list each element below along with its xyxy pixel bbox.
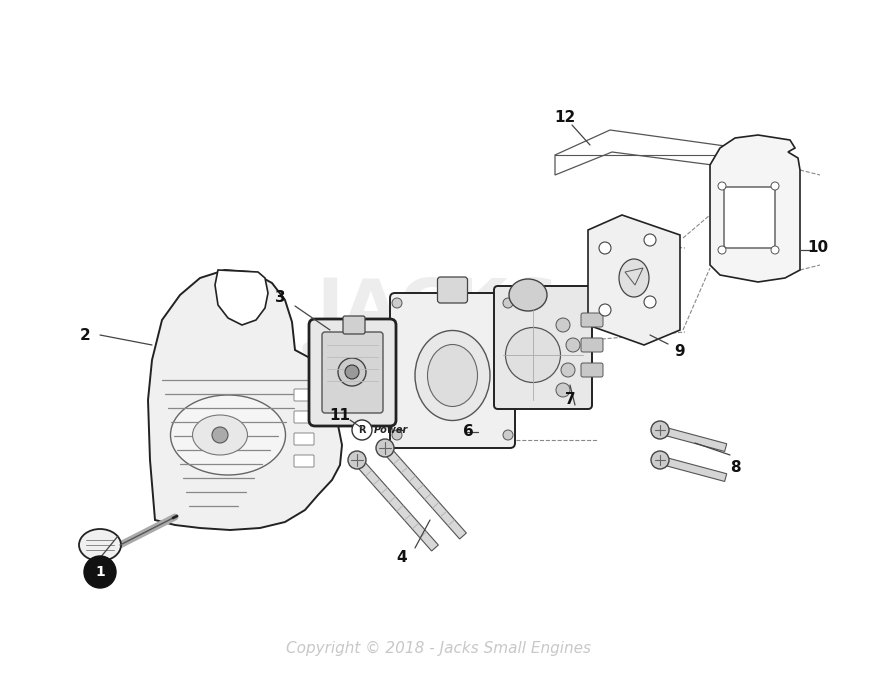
- Text: SMALL ENGINES: SMALL ENGINES: [300, 341, 576, 369]
- Circle shape: [651, 421, 669, 439]
- Ellipse shape: [505, 328, 561, 382]
- Ellipse shape: [427, 345, 477, 406]
- Text: 4: 4: [397, 551, 407, 566]
- Circle shape: [718, 246, 726, 254]
- FancyBboxPatch shape: [294, 411, 314, 423]
- Text: 9: 9: [675, 345, 685, 360]
- Text: 8: 8: [730, 460, 740, 475]
- Circle shape: [503, 430, 513, 440]
- Text: ©: ©: [407, 308, 433, 332]
- Ellipse shape: [171, 395, 286, 475]
- Text: 6: 6: [463, 425, 473, 440]
- Circle shape: [718, 182, 726, 190]
- Circle shape: [376, 439, 394, 457]
- Polygon shape: [710, 135, 800, 282]
- Polygon shape: [382, 445, 466, 539]
- Circle shape: [392, 430, 402, 440]
- Circle shape: [566, 338, 580, 352]
- FancyBboxPatch shape: [581, 363, 603, 377]
- Polygon shape: [588, 215, 680, 345]
- FancyBboxPatch shape: [724, 187, 775, 248]
- FancyBboxPatch shape: [581, 313, 603, 327]
- Text: 1: 1: [95, 565, 105, 579]
- Text: 2: 2: [80, 328, 90, 343]
- FancyBboxPatch shape: [494, 286, 592, 409]
- Circle shape: [348, 451, 366, 469]
- FancyBboxPatch shape: [390, 293, 515, 448]
- Circle shape: [561, 363, 575, 377]
- Circle shape: [556, 318, 570, 332]
- FancyBboxPatch shape: [322, 332, 383, 413]
- Ellipse shape: [415, 330, 490, 421]
- Polygon shape: [354, 457, 438, 551]
- FancyBboxPatch shape: [309, 319, 396, 426]
- Text: JACKS: JACKS: [316, 276, 560, 345]
- Polygon shape: [659, 426, 727, 451]
- Circle shape: [771, 246, 779, 254]
- Circle shape: [345, 365, 359, 379]
- Ellipse shape: [619, 259, 649, 297]
- Circle shape: [644, 234, 656, 246]
- Circle shape: [352, 420, 372, 440]
- FancyBboxPatch shape: [437, 277, 468, 303]
- Circle shape: [599, 242, 611, 254]
- FancyBboxPatch shape: [294, 389, 314, 401]
- Circle shape: [651, 451, 669, 469]
- Circle shape: [599, 304, 611, 316]
- Circle shape: [556, 383, 570, 397]
- Polygon shape: [659, 456, 727, 482]
- Polygon shape: [148, 270, 342, 530]
- Text: Power: Power: [374, 425, 408, 435]
- Circle shape: [503, 298, 513, 308]
- Text: 7: 7: [565, 393, 576, 408]
- Ellipse shape: [79, 529, 121, 561]
- Text: 3: 3: [275, 291, 286, 306]
- Ellipse shape: [193, 415, 248, 455]
- FancyBboxPatch shape: [581, 338, 603, 352]
- Circle shape: [212, 427, 228, 443]
- Text: 10: 10: [808, 241, 829, 256]
- Text: R: R: [358, 425, 366, 435]
- FancyBboxPatch shape: [294, 455, 314, 467]
- Circle shape: [338, 358, 366, 386]
- Text: Copyright © 2018 - Jacks Small Engines: Copyright © 2018 - Jacks Small Engines: [286, 640, 590, 655]
- Circle shape: [644, 296, 656, 308]
- FancyBboxPatch shape: [343, 316, 365, 334]
- Text: 11: 11: [329, 408, 350, 423]
- Ellipse shape: [509, 279, 547, 311]
- Circle shape: [392, 298, 402, 308]
- Text: 12: 12: [555, 111, 576, 125]
- Circle shape: [771, 182, 779, 190]
- FancyBboxPatch shape: [294, 433, 314, 445]
- Circle shape: [84, 556, 116, 588]
- Polygon shape: [215, 270, 268, 325]
